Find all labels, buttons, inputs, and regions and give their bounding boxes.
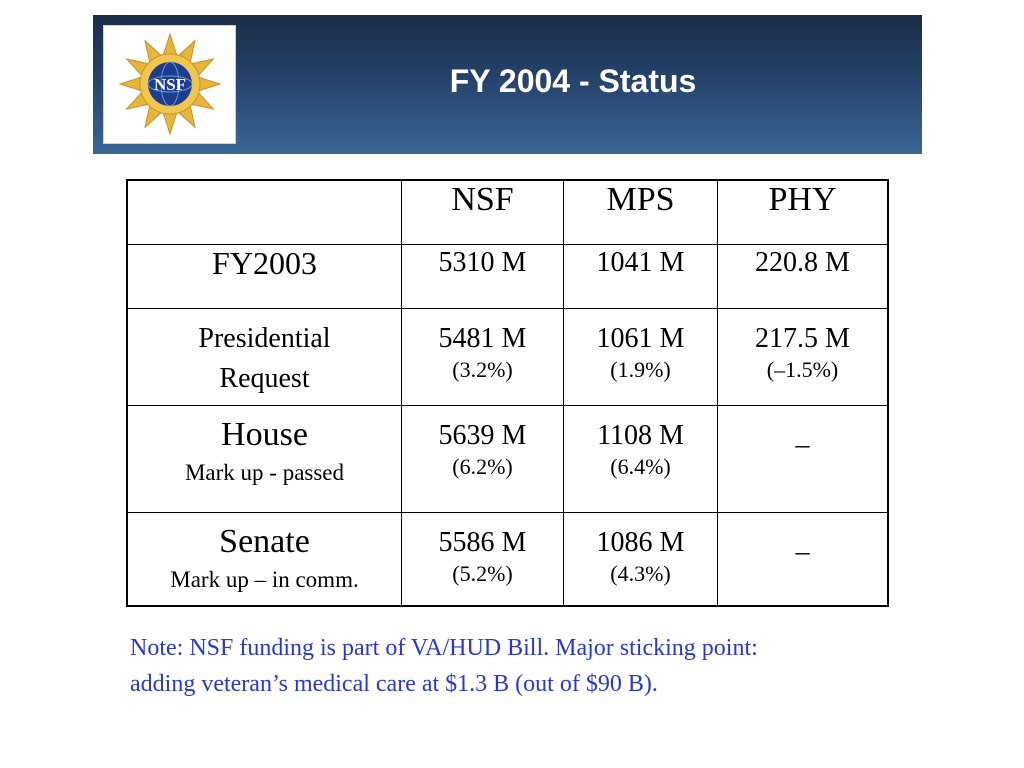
cell-value: 1108 M (597, 420, 684, 451)
slide-header: NSF FY 2004 - Status (93, 15, 922, 154)
nsf-logo: NSF (103, 25, 236, 144)
table-cell: 5481 M (3.2%) (401, 308, 564, 406)
column-header-nsf: NSF (401, 179, 564, 245)
table-cell: 5586 M (5.2%) (401, 512, 564, 607)
row-label-cell: FY2003 (126, 244, 402, 309)
row-label: FY2003 (212, 245, 317, 281)
row-label-cell: House Mark up - passed (126, 405, 402, 513)
cell-percent: (6.4%) (610, 454, 671, 479)
cell-value: 217.5 M (755, 323, 850, 354)
cell-percent: (–1.5%) (766, 357, 839, 382)
row-label: Senate (219, 523, 310, 560)
row-label-cell: Senate Mark up – in comm. (126, 512, 402, 607)
cell-percent: (4.3%) (610, 561, 671, 586)
cell-percent: (3.2%) (452, 357, 513, 382)
nsf-emblem-icon: NSF (118, 32, 222, 136)
cell-percent: (5.2%) (452, 561, 513, 586)
row-label-line2: Request (219, 363, 310, 394)
table-cell: 1041 M (563, 244, 718, 309)
row-label-line1: Presidential (198, 323, 331, 354)
table-row: Senate Mark up – in comm. 5586 M (5.2%) … (126, 512, 889, 607)
row-label: Presidential Request (128, 309, 401, 399)
table-row: House Mark up - passed 5639 M (6.2%) 110… (126, 405, 889, 513)
cell-percent: (6.2%) (452, 454, 513, 479)
cell-value: 5586 M (438, 527, 527, 558)
cell-value: _ (795, 527, 810, 558)
table-cell: 1108 M (6.4%) (563, 405, 718, 513)
cell-value: 1086 M (596, 527, 685, 558)
note-line1: Note: NSF funding is part of VA/HUD Bill… (130, 635, 758, 661)
logo-text: NSF (154, 75, 186, 94)
page-title: FY 2004 - Status (449, 63, 697, 99)
row-sublabel: Mark up - passed (184, 460, 345, 485)
cell-value: 5481 M (438, 323, 527, 354)
table-cell: 5639 M (6.2%) (401, 405, 564, 513)
table-row: Presidential Request 5481 M (3.2%) 1061 … (126, 308, 889, 406)
column-header-mps: MPS (563, 179, 718, 245)
table-row: FY2003 5310 M 1041 M 220.8 M (126, 244, 889, 309)
note-text: Note: NSF funding is part of VA/HUD Bill… (130, 630, 930, 702)
cell-value: 220.8 M (755, 247, 850, 278)
note-line2: adding veteran’s medical care at $1.3 B … (130, 671, 658, 697)
cell-value: 5639 M (438, 420, 527, 451)
table-cell: 5310 M (401, 244, 564, 309)
column-header-phy: PHY (717, 179, 889, 245)
cell-percent: (1.9%) (610, 357, 671, 382)
table-cell: 1086 M (4.3%) (563, 512, 718, 607)
table-cell: 220.8 M (717, 244, 889, 309)
column-header-empty (126, 179, 402, 245)
cell-value: 1061 M (596, 323, 685, 354)
cell-value: 5310 M (438, 247, 527, 278)
cell-value: _ (795, 420, 810, 451)
table-cell: _ (717, 512, 889, 607)
table-cell: 217.5 M (–1.5%) (717, 308, 889, 406)
row-label-cell: Presidential Request (126, 308, 402, 406)
row-sublabel: Mark up – in comm. (170, 567, 359, 592)
cell-value: 1041 M (596, 247, 685, 278)
table-header-row: NSF MPS PHY (126, 179, 889, 245)
row-label: House (221, 416, 308, 453)
table-cell: 1061 M (1.9%) (563, 308, 718, 406)
table-cell: _ (717, 405, 889, 513)
budget-status-table: NSF MPS PHY FY2003 5310 M 1041 M 220.8 M… (126, 179, 889, 607)
